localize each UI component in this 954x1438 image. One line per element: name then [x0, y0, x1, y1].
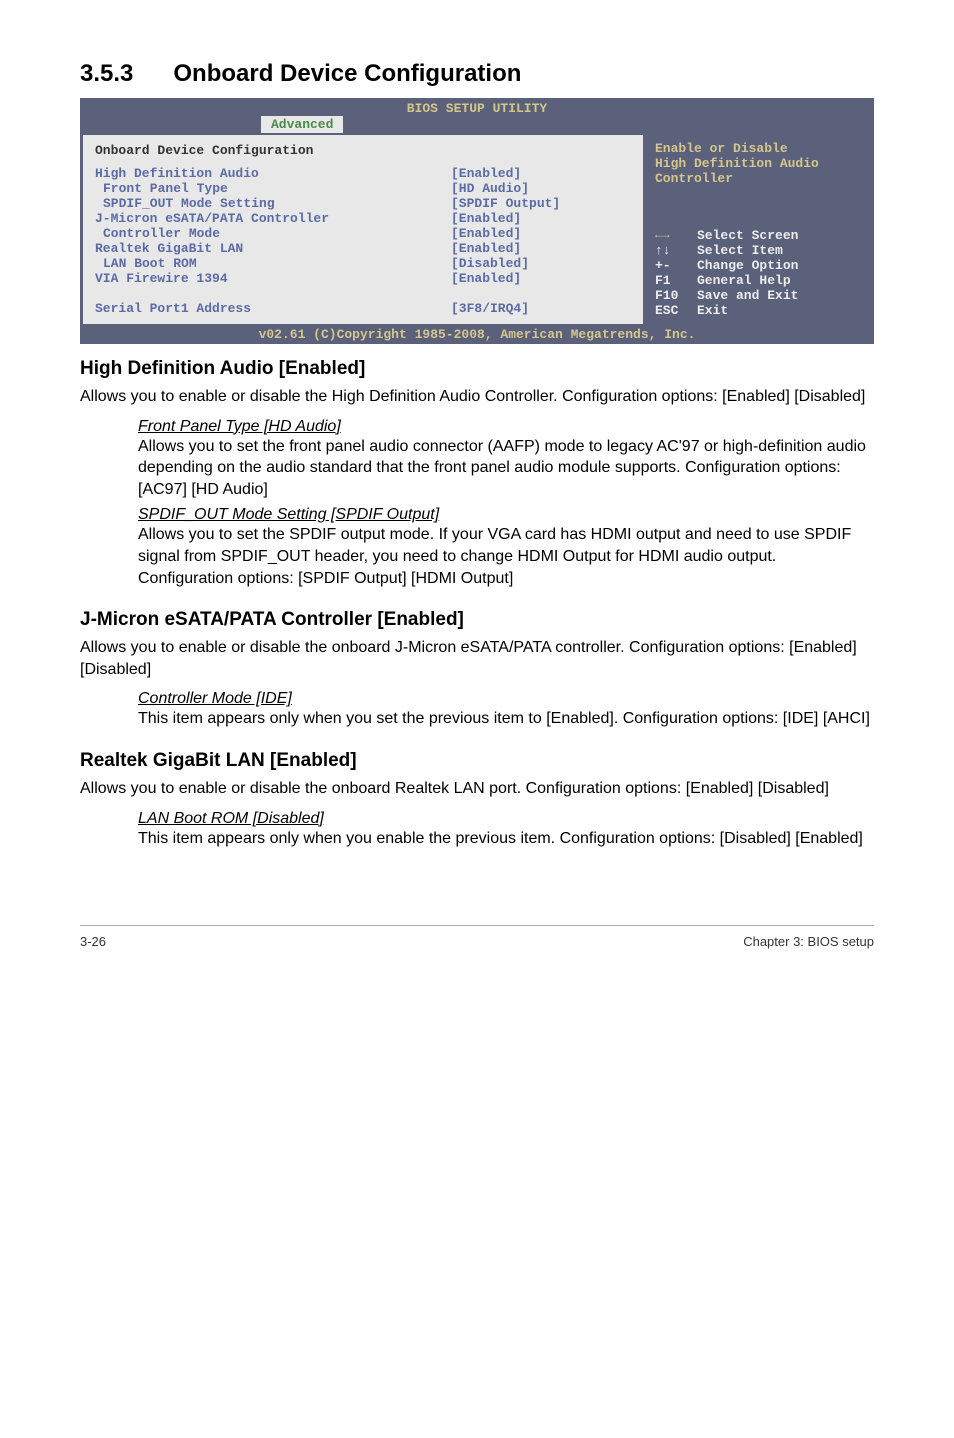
- bios-tab-advanced[interactable]: Advanced: [261, 116, 343, 133]
- subsection-heading: J-Micron eSATA/PATA Controller [Enabled]: [80, 609, 874, 631]
- bios-nav-row: ←→Select Screen: [655, 228, 863, 243]
- bios-header: BIOS SETUP UTILITY Advanced: [81, 99, 873, 133]
- bios-item[interactable]: J-Micron eSATA/PATA Controller[Enabled]: [95, 211, 631, 226]
- bios-item[interactable]: Front Panel Type[HD Audio]: [95, 181, 631, 196]
- option-title: LAN Boot ROM [Disabled]: [138, 810, 874, 828]
- bios-nav-row: ↑↓Select Item: [655, 243, 863, 258]
- bios-item[interactable]: LAN Boot ROM[Disabled]: [95, 256, 631, 271]
- bios-nav-row: F1General Help: [655, 273, 863, 288]
- body-text: Allows you to enable or disable the onbo…: [80, 637, 874, 680]
- bios-help-line: Controller: [655, 171, 863, 186]
- bios-item[interactable]: High Definition Audio[Enabled]: [95, 166, 631, 181]
- subsection-heading: High Definition Audio [Enabled]: [80, 358, 874, 380]
- subsection-heading: Realtek GigaBit LAN [Enabled]: [80, 750, 874, 772]
- bios-footer: v02.61 (C)Copyright 1985-2008, American …: [81, 326, 873, 343]
- bios-item[interactable]: Realtek GigaBit LAN[Enabled]: [95, 241, 631, 256]
- body-text: Allows you to set the SPDIF output mode.…: [138, 524, 874, 589]
- section-number: 3.5.3: [80, 60, 133, 88]
- bios-help-line: High Definition Audio: [655, 156, 863, 171]
- bios-main-panel: Onboard Device Configuration High Defini…: [81, 133, 645, 326]
- bios-item[interactable]: Controller Mode[Enabled]: [95, 226, 631, 241]
- chapter-label: Chapter 3: BIOS setup: [743, 934, 874, 949]
- section-heading: 3.5.3 Onboard Device Configuration: [80, 60, 874, 88]
- bios-nav-row: +-Change Option: [655, 258, 863, 273]
- bios-side-panel: Enable or Disable High Definition Audio …: [645, 133, 873, 326]
- bios-nav-row: ESCExit: [655, 303, 863, 318]
- bios-header-title: BIOS SETUP UTILITY: [407, 101, 547, 116]
- bios-help-line: Enable or Disable: [655, 141, 863, 156]
- bios-window: BIOS SETUP UTILITY Advanced Onboard Devi…: [80, 98, 874, 344]
- bios-item[interactable]: VIA Firewire 1394[Enabled]: [95, 271, 631, 286]
- body-text: Allows you to enable or disable the High…: [80, 386, 874, 408]
- body-text: Allows you to enable or disable the onbo…: [80, 778, 874, 800]
- bios-nav-help: ←→Select Screen ↑↓Select Item +-Change O…: [655, 228, 863, 318]
- section-title-text: Onboard Device Configuration: [173, 60, 521, 87]
- option-title: Front Panel Type [HD Audio]: [138, 418, 874, 436]
- bios-main-title: Onboard Device Configuration: [95, 143, 631, 158]
- option-title: SPDIF_OUT Mode Setting [SPDIF Output]: [138, 506, 874, 524]
- bios-item-list: High Definition Audio[Enabled] Front Pan…: [95, 166, 631, 316]
- bios-item-spacer: [95, 286, 631, 301]
- arrow-ud-icon: ↑↓: [655, 243, 697, 258]
- option-title: Controller Mode [IDE]: [138, 690, 874, 708]
- page-number: 3-26: [80, 934, 106, 949]
- body-text: Allows you to set the front panel audio …: [138, 436, 874, 501]
- body-text: This item appears only when you set the …: [138, 708, 874, 730]
- arrow-lr-icon: ←→: [655, 228, 697, 243]
- body-text: This item appears only when you enable t…: [138, 828, 874, 850]
- bios-item[interactable]: Serial Port1 Address[3F8/IRQ4]: [95, 301, 631, 316]
- page-footer: 3-26 Chapter 3: BIOS setup: [80, 925, 874, 949]
- bios-nav-row: F10Save and Exit: [655, 288, 863, 303]
- bios-item[interactable]: SPDIF_OUT Mode Setting[SPDIF Output]: [95, 196, 631, 211]
